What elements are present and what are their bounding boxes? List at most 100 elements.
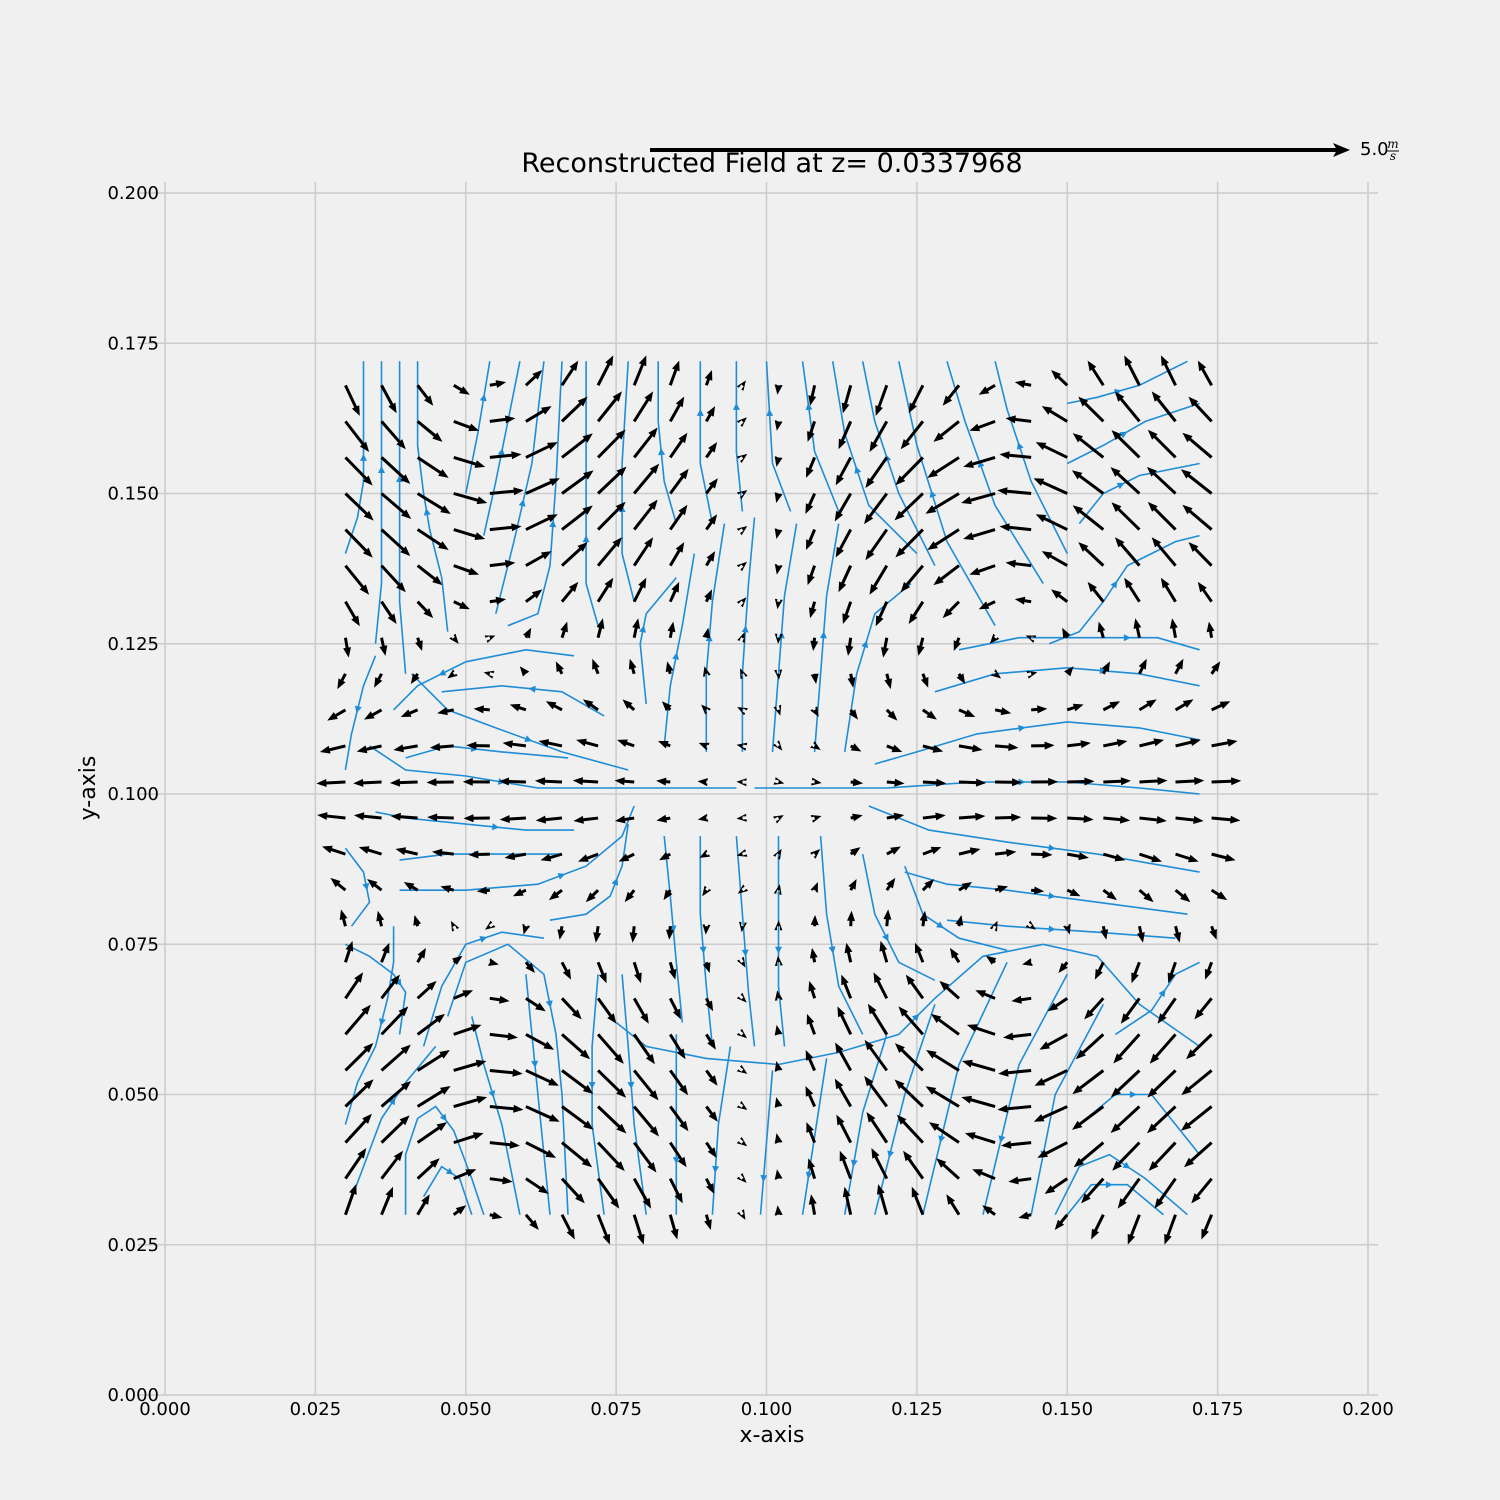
quiver-arrow-111	[736, 1064, 748, 1074]
streamline-arrowhead-66	[588, 1082, 596, 1089]
quiver-arrow-44	[1008, 1176, 1032, 1185]
streamline-arrowhead-15	[854, 466, 862, 474]
quiver-arrow-478	[453, 528, 486, 540]
quiver-arrow-330	[502, 740, 527, 749]
quiver-arrow-102	[416, 1050, 450, 1072]
streamline-arrowhead-77	[1122, 1161, 1131, 1169]
streamline-52	[777, 836, 786, 1047]
quiver-arrow-416	[916, 637, 925, 656]
quiver-arrow-361	[737, 707, 748, 716]
quiver-arrow-178	[452, 955, 463, 965]
quiver-arrow-263	[810, 849, 821, 859]
quiver-arrow-295	[1067, 815, 1094, 823]
quiver-arrow-535	[705, 442, 718, 459]
quiver-arrow-117	[926, 1050, 960, 1072]
streamline-2	[398, 361, 407, 674]
quiver-arrow-395	[1064, 666, 1074, 677]
quiver-arrow-346	[1103, 739, 1128, 748]
quiver-arrow-176	[380, 942, 390, 963]
quiver-arrow-399	[1210, 661, 1221, 675]
quiver-arrow-428	[453, 600, 470, 610]
quiver-arrow-121	[1072, 1069, 1105, 1095]
quiver-arrow-391	[920, 673, 929, 688]
quiver-arrow-27	[416, 1158, 440, 1180]
quiver-arrow-503	[453, 492, 488, 505]
quiver-arrow-314	[850, 778, 864, 787]
quiver-arrow-195	[1058, 961, 1069, 973]
streamline-arrowhead-1	[378, 466, 385, 473]
quiver-arrow-156	[560, 997, 582, 1020]
quiver-arrow-22	[1127, 1214, 1141, 1245]
streamline-arrowhead-51	[741, 949, 749, 957]
streamline-arrowhead-42	[672, 652, 679, 660]
quiver-arrow-115	[864, 1039, 888, 1072]
quiver-arrow-413	[810, 637, 819, 651]
quiver-arrow-561	[736, 417, 747, 427]
quiver-arrow-6	[560, 1214, 575, 1240]
quiver-arrow-553	[453, 420, 480, 432]
streamline-42	[663, 553, 696, 746]
quiver-arrow-90	[864, 1075, 888, 1108]
streamline-arrowhead-38	[1123, 634, 1131, 642]
quiver-arrow-480	[525, 514, 558, 531]
quiver-arrow-476	[380, 528, 411, 556]
quiver-arrow-259	[659, 852, 671, 861]
quiver-arrow-33	[632, 1177, 652, 1209]
quiver-arrow-76	[380, 1081, 412, 1108]
quiver-arrow-336	[736, 742, 748, 751]
quiver-arrow-508	[633, 463, 660, 495]
quiver-arrow-106	[561, 1069, 594, 1094]
quiver-arrow-277	[390, 812, 418, 821]
streamline-arrowhead-37	[1099, 667, 1107, 674]
quiver-arrow-452	[416, 564, 443, 586]
quiver-arrow-190	[879, 940, 889, 963]
quiver-arrow-179	[488, 958, 499, 966]
quiver-arrow-84	[669, 1105, 689, 1132]
quiver-arrow-304	[462, 777, 490, 786]
quiver-arrow-540	[865, 456, 888, 488]
quiver-arrow-348	[1175, 738, 1201, 748]
streamline-arrowhead-63	[445, 1167, 454, 1175]
quiver-arrow-46	[1081, 1177, 1105, 1204]
quiver-arrow-48	[1154, 1177, 1177, 1209]
quiver-arrow-200	[339, 909, 348, 927]
streamline-arrowhead-20	[1110, 580, 1118, 589]
quiver-arrow-570	[1041, 406, 1068, 423]
quiver-arrow-298	[1175, 816, 1204, 824]
quiver-arrow-130	[525, 1033, 555, 1050]
quiver-arrow-167	[939, 980, 960, 1000]
quiver-arrow-185	[702, 961, 711, 973]
quiver-arrow-571	[1078, 396, 1105, 423]
quiver-arrow-439	[842, 601, 853, 624]
quiver-arrow-297	[1139, 816, 1167, 824]
quiver-arrow-250	[322, 845, 346, 856]
streamline-61	[344, 1045, 437, 1215]
grid-lines	[138, 182, 1378, 1396]
quiver-arrow-537	[774, 456, 783, 467]
quiver-arrow-353	[437, 707, 454, 716]
quiver-arrow-77	[416, 1086, 451, 1108]
quiver-arrow-50	[344, 1113, 372, 1144]
quiver-arrow-552	[416, 420, 443, 442]
quiver-arrow-463	[807, 565, 816, 586]
streamline-arrowhead-80	[1158, 989, 1166, 998]
quiver-arrow-585	[704, 370, 713, 386]
quiver-arrow-196	[1094, 961, 1105, 980]
quiver-arrow-289	[850, 813, 863, 822]
quiver-arrow-135	[705, 1033, 716, 1050]
quiver-arrow-454	[489, 559, 516, 568]
quiver-arrow-567	[933, 420, 960, 442]
quiver-arrow-12	[774, 1205, 783, 1216]
quiver-arrow-325	[319, 744, 346, 754]
quiver-arrow-512	[774, 492, 783, 503]
quiver-arrow-25	[344, 1148, 367, 1180]
quiver-arrow-593	[978, 384, 996, 395]
streamline-arrowhead-11	[696, 408, 704, 416]
quiver-arrow-184	[668, 961, 677, 980]
quiver-arrow-340	[886, 744, 903, 753]
quiver-arrow-272	[1139, 852, 1162, 863]
quiver-arrow-24	[1201, 1214, 1213, 1240]
quiver-arrow-20	[1054, 1213, 1069, 1230]
quiver-arrow-350	[327, 708, 347, 721]
